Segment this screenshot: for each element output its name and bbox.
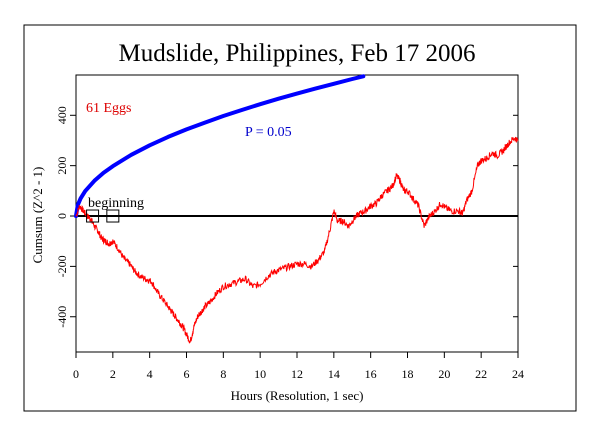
chart-title: Mudslide, Philippines, Feb 17 2006: [119, 40, 476, 67]
y-tick-label: -400: [55, 306, 69, 328]
x-tick-label: 24: [512, 367, 524, 381]
x-tick-label: 8: [220, 367, 226, 381]
x-tick-label: 6: [184, 367, 190, 381]
y-tick-label: 400: [55, 106, 69, 124]
probability-envelope-line: [74, 74, 366, 218]
x-tick-label: 12: [291, 367, 303, 381]
probability-annotation: P = 0.05: [245, 125, 292, 140]
cumsum-line: [75, 136, 519, 344]
x-tick-label: 20: [438, 367, 450, 381]
x-tick-label: 2: [110, 367, 116, 381]
y-tick-label: 200: [55, 157, 69, 175]
beginning-annotation: beginning: [88, 196, 144, 211]
x-tick-label: 0: [73, 367, 79, 381]
x-tick-label: 10: [254, 367, 266, 381]
chart-frame: [23, 24, 577, 412]
x-tick-label: 4: [147, 367, 153, 381]
x-tick-label: 14: [328, 367, 340, 381]
y-axis-label: Cumsum (Z^2 - 1): [30, 167, 45, 264]
y-tick-label: 0: [55, 213, 69, 219]
x-axis-label: Hours (Resolution, 1 sec): [231, 388, 364, 403]
y-tick-label: -200: [55, 255, 69, 277]
x-tick-label: 16: [365, 367, 377, 381]
beginning-marker-box: [86, 209, 100, 223]
x-tick-label: 22: [475, 367, 487, 381]
eggs-count-annotation: 61 Eggs: [86, 101, 132, 116]
beginning-marker-box: [106, 209, 120, 223]
x-tick-label: 18: [402, 367, 414, 381]
